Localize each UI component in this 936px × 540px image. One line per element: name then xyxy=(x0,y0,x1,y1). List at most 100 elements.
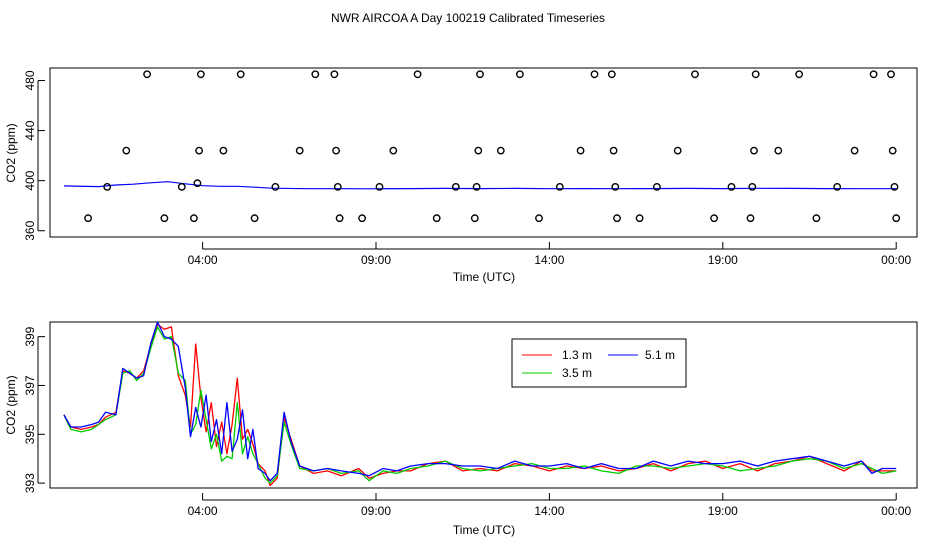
calibration-point xyxy=(103,182,112,191)
calibration-point xyxy=(122,146,131,155)
calibration-point xyxy=(413,70,422,79)
calibration-point xyxy=(710,214,718,223)
upper-plot-frame xyxy=(49,67,918,238)
x-tick-label-0: 04:00 xyxy=(188,253,218,267)
calibration-point xyxy=(389,146,398,155)
calibration-point xyxy=(177,182,186,191)
calibration-point xyxy=(432,214,441,223)
calibration-point xyxy=(833,182,842,191)
upper-x-axis-label: Time (UTC) xyxy=(453,270,515,284)
calibration-point xyxy=(311,70,320,79)
calibration-point xyxy=(727,182,736,191)
y-tick-label-3: 399 xyxy=(23,326,37,346)
series-line-3-5-m xyxy=(63,326,897,484)
calibration-point xyxy=(673,146,682,155)
calibration-point xyxy=(84,214,93,223)
legend-box xyxy=(511,338,687,388)
legend-label-5-1m: 5.1 m xyxy=(645,348,675,362)
upper-panel: 04:00 09:00 14:00 19:00 00:00 360 400 440 480 T… xyxy=(4,67,918,284)
x-tick-label-1: 09:00 xyxy=(361,253,391,267)
x-tick-label-1: 09:00 xyxy=(361,504,391,518)
lower-plot-marks xyxy=(63,321,897,487)
upper-plot-marks xyxy=(63,70,901,223)
lower-x-axis-label: Time (UTC) xyxy=(453,523,515,537)
calibration-point xyxy=(193,179,202,188)
upper-x-axis: 04:00 09:00 14:00 19:00 00:00 xyxy=(188,242,912,267)
calibration-point xyxy=(271,182,280,191)
calibration-point xyxy=(143,70,152,79)
x-tick-label-0: 04:00 xyxy=(188,504,218,518)
calibration-point xyxy=(535,214,543,223)
calibration-point xyxy=(189,214,198,223)
calibration-point xyxy=(888,146,897,155)
x-tick-label-2: 14:00 xyxy=(534,504,564,518)
calibration-point xyxy=(358,214,366,223)
calibration-point xyxy=(333,182,342,191)
calibration-point xyxy=(236,70,245,79)
upper-y-axis-label: CO2 (ppm) xyxy=(4,123,18,182)
calibration-point xyxy=(869,70,878,79)
calibration-point xyxy=(375,182,384,191)
calibration-point xyxy=(691,70,699,79)
calibration-point xyxy=(472,182,481,191)
y-tick-label-2: 397 xyxy=(23,375,37,395)
lower-panel: 04:00 09:00 14:00 19:00 00:00 393 395 397 399 T… xyxy=(4,321,918,537)
calibration-point xyxy=(451,182,460,191)
calibration-point xyxy=(476,70,484,79)
calibration-point xyxy=(516,70,524,79)
y-tick-label-1: 395 xyxy=(23,424,37,444)
x-tick-label-4: 00:00 xyxy=(881,504,911,518)
y-tick-label-0: 393 xyxy=(23,473,37,493)
calibration-point xyxy=(613,214,621,223)
calibration-point xyxy=(196,70,205,79)
calibration-point xyxy=(295,146,304,155)
calibration-point xyxy=(751,70,760,79)
calibration-point xyxy=(576,146,585,155)
legend-label-3-5m: 3.5 m xyxy=(562,366,592,380)
figure-title: NWR AIRCOA A Day 100219 Calibrated Times… xyxy=(331,11,605,25)
legend-label-1-3m: 1.3 m xyxy=(562,348,592,362)
calibration-point xyxy=(748,182,757,191)
calibration-point xyxy=(332,146,340,155)
y-tick-label-0: 360 xyxy=(23,220,37,240)
calibration-point xyxy=(750,146,758,155)
calibration-point xyxy=(812,214,821,223)
y-tick-label-2: 440 xyxy=(23,120,37,140)
calibration-point xyxy=(607,70,616,79)
calibration-point xyxy=(850,146,859,155)
lower-x-axis: 04:00 09:00 14:00 19:00 00:00 xyxy=(188,493,912,518)
calibration-point xyxy=(746,214,755,223)
calibration-point xyxy=(653,182,661,191)
calibration-point xyxy=(335,214,344,223)
lower-y-axis-label: CO2 (ppm) xyxy=(4,375,18,434)
calibration-point xyxy=(160,214,169,223)
lower-plot-frame xyxy=(49,321,918,489)
calibration-point xyxy=(470,214,479,223)
calibration-point xyxy=(892,214,901,223)
calibration-point xyxy=(635,214,644,223)
legend: 1.3 m 3.5 m 5.1 m xyxy=(511,338,687,388)
lower-y-axis: 393 395 397 399 xyxy=(23,326,45,493)
y-tick-label-1: 400 xyxy=(23,170,37,190)
x-tick-label-2: 14:00 xyxy=(534,253,564,267)
calibration-point xyxy=(195,146,204,155)
calibration-point xyxy=(250,214,259,223)
calibration-point xyxy=(890,182,899,191)
calibration-point xyxy=(219,146,228,155)
calibration-point xyxy=(474,146,483,155)
y-tick-label-3: 480 xyxy=(23,70,37,90)
x-tick-label-3: 19:00 xyxy=(708,253,738,267)
calibration-point xyxy=(611,182,620,191)
calibration-point xyxy=(887,70,895,79)
x-tick-label-3: 19:00 xyxy=(708,504,738,518)
x-tick-label-4: 00:00 xyxy=(881,253,911,267)
calibration-point xyxy=(496,146,505,155)
calibration-point xyxy=(795,70,803,79)
calibration-point xyxy=(555,182,564,191)
calibration-point xyxy=(330,70,339,79)
series-line-5-1-m xyxy=(63,321,897,482)
calibration-point xyxy=(590,70,599,79)
calibration-point xyxy=(774,146,783,155)
upper-y-axis: 360 400 440 480 xyxy=(23,70,45,241)
